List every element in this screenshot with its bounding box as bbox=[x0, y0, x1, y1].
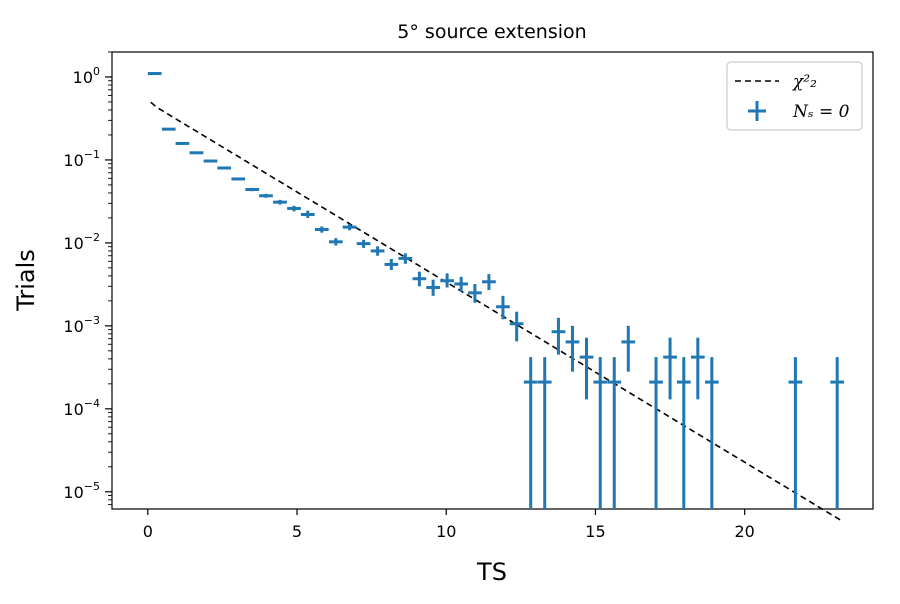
data-point bbox=[161, 127, 176, 131]
y-tick-label: 10−5 bbox=[63, 480, 100, 502]
data-point bbox=[496, 295, 510, 320]
data-point bbox=[370, 246, 385, 256]
y-tick-label: 10−4 bbox=[63, 397, 100, 419]
x-tick-label: 10 bbox=[436, 522, 456, 541]
y-tick-label: 10−1 bbox=[63, 148, 100, 170]
data-point bbox=[384, 258, 399, 271]
data-point bbox=[398, 253, 413, 264]
data-point bbox=[593, 357, 608, 509]
x-axis-label: TS bbox=[476, 558, 507, 586]
data-point bbox=[649, 357, 663, 509]
data-point bbox=[565, 325, 580, 372]
plot-frame bbox=[111, 51, 874, 510]
y-axis-label: Trials bbox=[12, 249, 40, 312]
y-tick-label: 100 bbox=[73, 65, 100, 87]
data-point bbox=[690, 337, 705, 400]
data-point bbox=[704, 357, 719, 509]
axes-group: 0 5 10 15 20 10−5 10−4 10−3 10−2 10−1 100 bbox=[63, 51, 874, 541]
data-point bbox=[537, 357, 552, 509]
data-point bbox=[287, 205, 301, 212]
data-point bbox=[356, 239, 371, 248]
data-point bbox=[482, 274, 496, 291]
data-point bbox=[440, 273, 455, 288]
data-point bbox=[788, 357, 803, 509]
data-point bbox=[342, 224, 357, 231]
data-point bbox=[523, 357, 538, 509]
x-tick-label: 20 bbox=[734, 522, 754, 541]
data-point bbox=[830, 357, 845, 509]
chi2-curve-group bbox=[150, 101, 844, 523]
data-point bbox=[579, 337, 594, 400]
data-point bbox=[245, 187, 260, 192]
y-tick-label: 10−3 bbox=[63, 314, 100, 336]
data-point bbox=[175, 141, 190, 145]
data-point bbox=[300, 210, 315, 218]
data-point bbox=[189, 151, 204, 155]
y-tick-label: 10−2 bbox=[63, 231, 100, 253]
data-points-group bbox=[147, 72, 845, 509]
data-point bbox=[217, 166, 232, 170]
legend-frame bbox=[726, 61, 863, 131]
data-point bbox=[412, 271, 427, 287]
chi2-dashed-line bbox=[150, 101, 844, 523]
data-point bbox=[314, 226, 329, 233]
x-tick-label: 5 bbox=[292, 522, 302, 541]
legend-errorbar-marker-icon bbox=[748, 101, 766, 121]
data-point bbox=[509, 311, 524, 342]
data-point bbox=[676, 357, 691, 509]
data-point bbox=[426, 279, 440, 296]
x-tick-label: 15 bbox=[585, 522, 605, 541]
legend-label-chi2: χ²₂ bbox=[792, 72, 817, 92]
data-point bbox=[259, 193, 273, 198]
data-point bbox=[273, 199, 287, 205]
data-point bbox=[203, 159, 218, 163]
data-point bbox=[607, 357, 622, 509]
chart-title: 5° source extension bbox=[397, 21, 586, 43]
data-point bbox=[231, 177, 246, 181]
data-point bbox=[468, 283, 482, 303]
data-point bbox=[551, 317, 566, 355]
data-point bbox=[328, 238, 343, 246]
x-tick-label: 0 bbox=[143, 522, 153, 541]
data-point bbox=[663, 337, 677, 400]
data-point bbox=[621, 325, 636, 372]
legend-label-ns: Nₛ = 0 bbox=[792, 102, 850, 122]
legend: χ²₂ Nₛ = 0 bbox=[726, 61, 863, 131]
data-point bbox=[454, 276, 469, 292]
